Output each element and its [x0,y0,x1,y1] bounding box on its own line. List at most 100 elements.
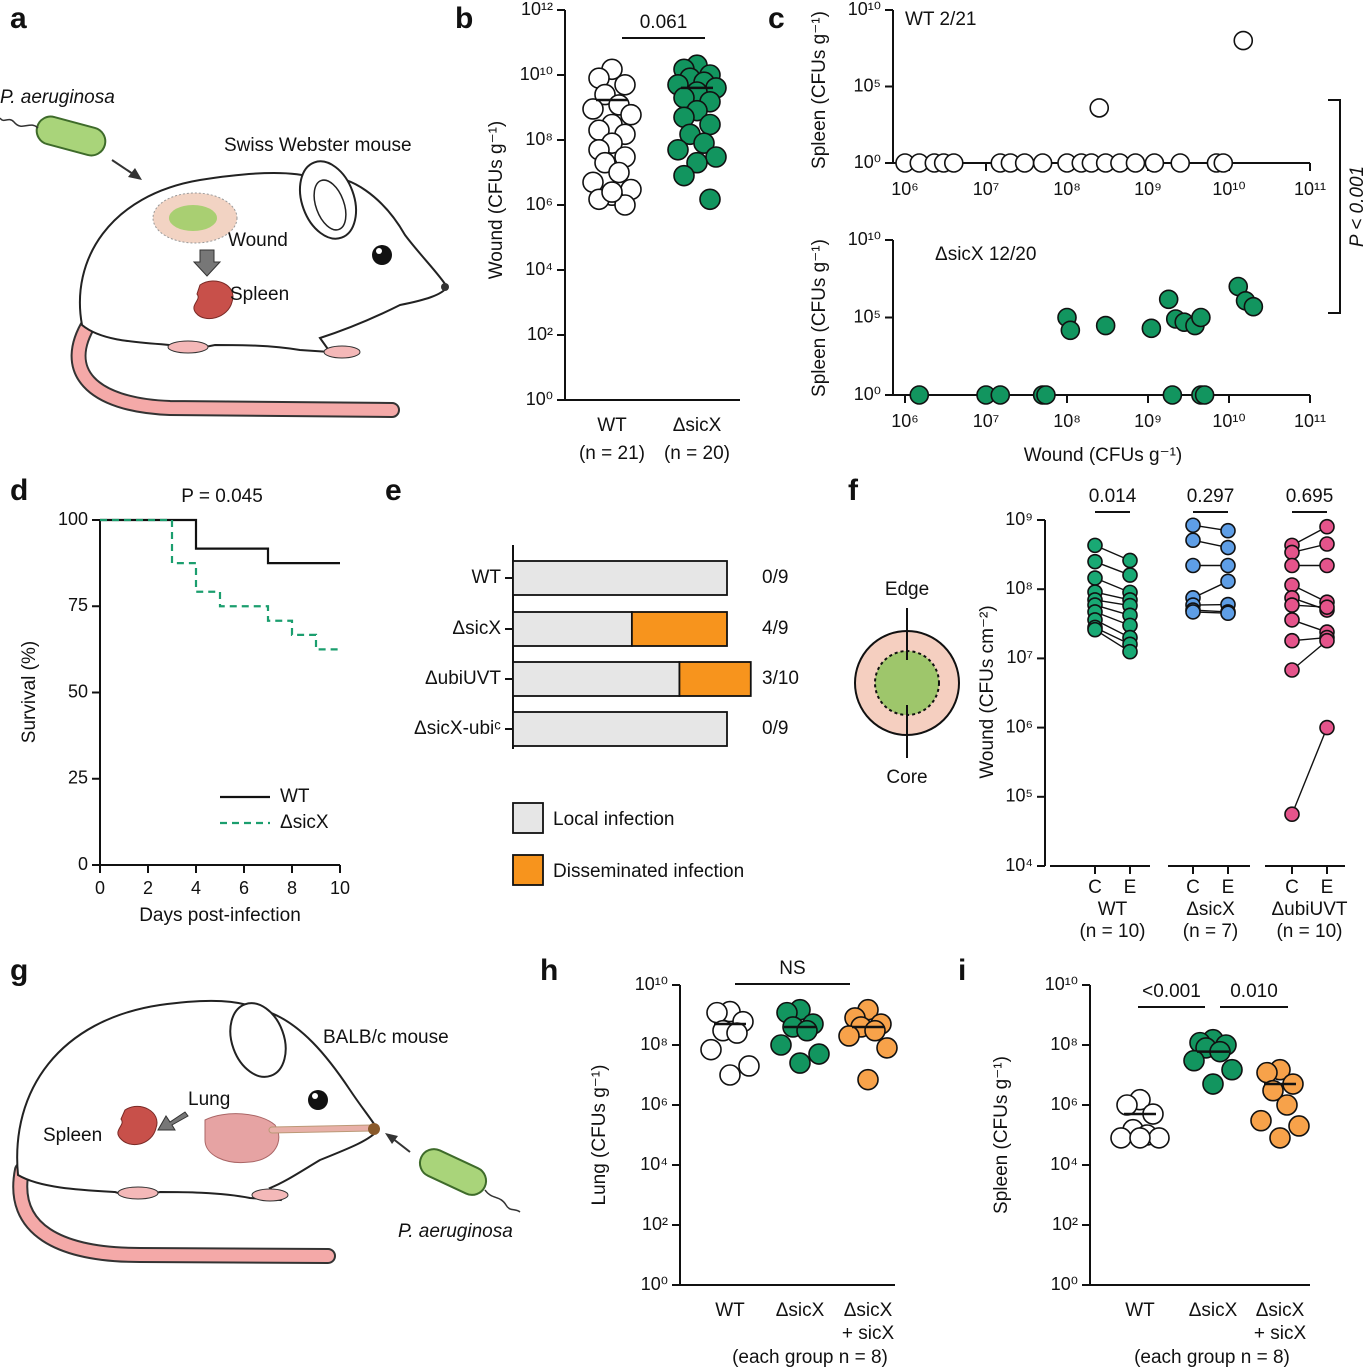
point [601,181,623,203]
point [1185,557,1201,574]
x-tick-label: ΔsicX [844,1300,893,1321]
bar-segment [512,661,681,697]
comparison-label: 0.061 [640,12,688,33]
mouse-illustration-a [0,115,449,418]
y-tick-label: 10⁵ [854,75,881,95]
y-tick-label: 10¹⁰ [635,974,668,994]
x-tick-label: 10⁸ [1053,411,1081,431]
point [1087,553,1103,570]
point [1162,385,1183,405]
significance-label: P < 0.001 [1347,166,1367,247]
condition-label: C [1088,877,1102,898]
ratio-label: 0/9 [762,567,788,588]
y-axis-label: Spleen (CFUs g⁻¹) [809,239,830,397]
y-axis-label: Spleen (CFUs g⁻¹) [809,11,830,169]
point [1319,632,1335,649]
point [608,161,630,184]
y-tick-label: 10⁶ [526,194,553,214]
x-tick-label: + sicX [842,1323,895,1344]
x-tick-label: 0 [95,878,105,898]
point [620,103,642,126]
x-tick-label: 10⁹ [1134,411,1162,431]
point [770,1034,792,1056]
point [667,138,689,161]
x-tick-label: 10⁹ [1134,179,1162,199]
y-tick-label: ΔubiUVT [425,668,501,689]
comparison-label: <0.001 [1142,981,1201,1002]
point [582,98,604,120]
legend-label: Disseminated infection [553,861,744,882]
point [1319,557,1335,574]
point [726,1022,748,1044]
point [1014,153,1035,173]
bar-segment [512,560,728,596]
point [1194,385,1215,405]
legend-swatch [512,802,544,834]
point [700,1038,722,1061]
y-tick-label: 10² [642,1214,668,1234]
point [1276,1094,1298,1116]
point [943,153,964,173]
condition-label: E [1222,877,1235,898]
x-tick-label: 10¹⁰ [1212,179,1245,199]
panel-label: f [848,474,859,507]
point [838,1025,860,1047]
point [1284,662,1300,678]
y-tick-label: 10⁴ [1005,855,1033,875]
group-label: WT 2/21 [905,9,976,30]
y-tick-label: 10¹² [521,0,553,19]
point [1185,517,1201,534]
point [1191,307,1211,328]
point [1213,153,1234,173]
y-tick-label: 10⁸ [640,1034,668,1054]
y-tick-label: 10² [1052,1214,1078,1234]
x-tick-label: 10⁷ [973,411,1000,431]
x-tick-label: ΔsicX [1189,1300,1238,1321]
point [1284,612,1300,628]
x-tick-label: WT [597,415,627,436]
y-tick-label: 10⁷ [1006,647,1033,667]
point [1284,632,1300,649]
comparison-label: 0.010 [1230,981,1278,1002]
point [1220,573,1236,590]
condition-label: C [1285,877,1299,898]
point [1116,1094,1138,1116]
point [1122,567,1138,583]
bar-segment [512,711,728,747]
point [719,1064,741,1086]
y-tick-label: 10⁸ [525,129,553,149]
y-tick-label: 10¹⁰ [520,64,553,84]
point [1262,1079,1284,1102]
point [1319,536,1335,552]
x-tick-label: 4 [191,878,201,898]
point [1243,296,1264,317]
y-tick-label: 10⁴ [1050,1154,1078,1174]
group-label: ΔsicX 12/20 [935,244,1036,265]
panel-label: d [10,474,28,507]
legend-label: WT [280,786,310,807]
y-tick-label: 10⁰ [854,152,881,172]
legend-label: ΔsicX [280,812,329,833]
annotation: P = 0.045 [181,486,263,507]
x-tick-label: WT [1125,1300,1155,1321]
bar-segment [630,611,728,647]
bar-segment [678,661,752,697]
n-label: (n = 7) [1183,921,1238,942]
point [1250,1109,1272,1132]
y-tick-label: 10⁶ [1006,716,1033,736]
point [1256,1061,1278,1084]
point [1288,1115,1310,1137]
n-label: (n = 10) [1079,921,1145,942]
n-label: (n = 10) [1276,921,1342,942]
point [1129,1127,1151,1149]
x-tick-label: 10¹⁰ [1212,411,1245,431]
y-tick-label: 10⁸ [1050,1034,1078,1054]
y-tick-label: 50 [68,681,88,701]
point [1095,315,1116,336]
bar-segment [512,611,633,647]
x-tick-label: 10¹¹ [1294,411,1326,431]
point [686,151,708,174]
y-tick-label: 10⁰ [1051,1274,1078,1294]
point [738,1055,760,1077]
y-tick-label: ΔsicX-ubiᶜ [414,718,501,739]
